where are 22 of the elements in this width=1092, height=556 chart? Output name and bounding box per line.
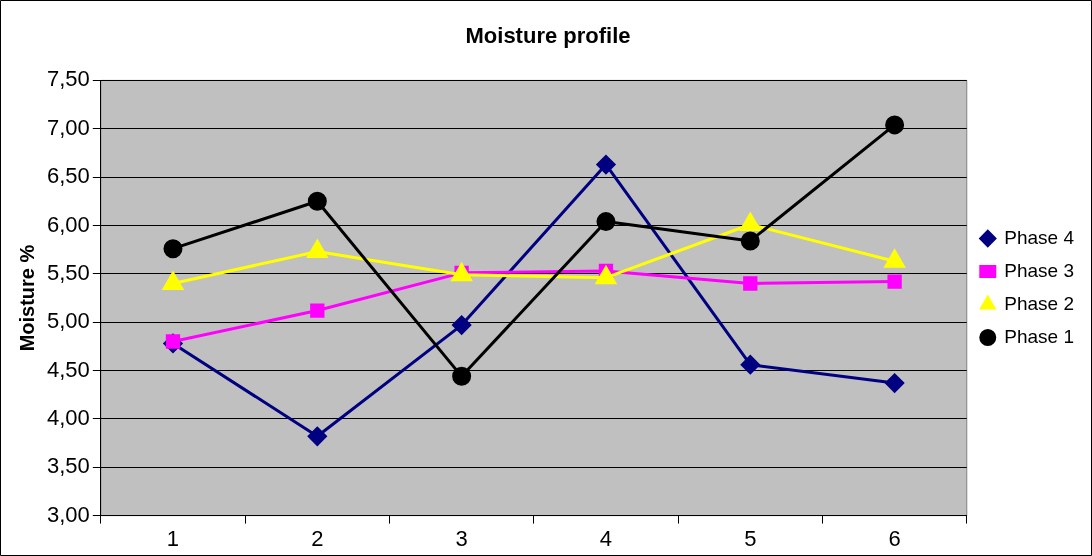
- y-tick-label: 6,50: [46, 163, 90, 189]
- legend-label: Phase 1: [1004, 325, 1075, 347]
- y-tick-label: 4,00: [46, 404, 90, 430]
- y-tick-label: 7,50: [46, 66, 90, 92]
- y-tick-label: 4,50: [46, 356, 90, 382]
- y-tick-label: 3,00: [46, 501, 90, 527]
- y-tick-label: 7,00: [46, 114, 90, 140]
- legend-label: Phase 3: [1004, 259, 1075, 281]
- legend-label: Phase 4: [1004, 226, 1075, 248]
- x-tick-label: 2: [311, 525, 324, 551]
- y-tick-label: 6,00: [46, 211, 90, 237]
- x-tick-label: 3: [455, 525, 468, 551]
- y-tick-label: 5,50: [46, 259, 90, 285]
- x-tick-label: 1: [166, 525, 180, 551]
- x-tick-label: 4: [599, 525, 613, 551]
- y-tick-label: 3,50: [46, 453, 90, 479]
- legend-label: Phase 2: [1004, 292, 1075, 314]
- chart-title: Moisture profile: [465, 23, 631, 49]
- x-tick-label: 5: [744, 525, 757, 551]
- y-tick-label: 5,00: [46, 308, 90, 334]
- y-axis-title: Moisture %: [15, 244, 38, 352]
- x-tick-label: 6: [888, 525, 901, 551]
